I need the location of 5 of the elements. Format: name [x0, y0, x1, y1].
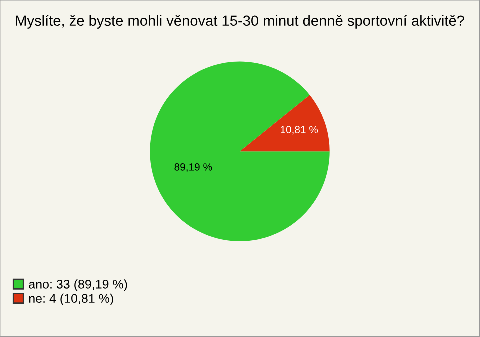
data-label: 10,81 %	[281, 126, 318, 135]
legend-label: ano: 33 (89,19 %)	[29, 280, 128, 292]
legend-label: ne: 4 (10,81 %)	[29, 294, 114, 306]
data-label: 89,19 %	[174, 164, 212, 172]
chart-title: Myslíte, že byste mohli věnovat 15-30 minut denně sportovní aktivitě?	[16, 15, 464, 29]
